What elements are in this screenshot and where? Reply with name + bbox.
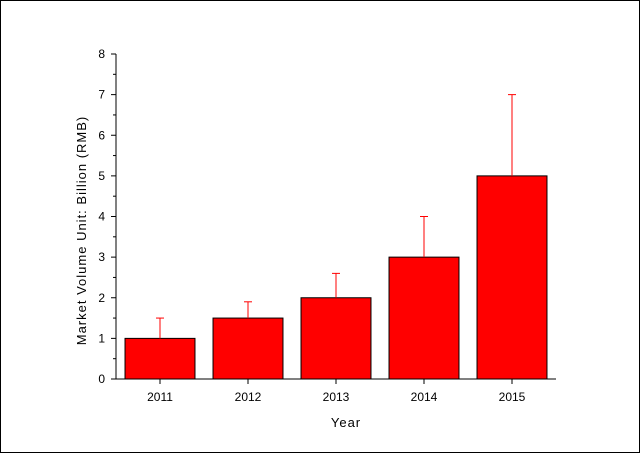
- y-tick-label: 8: [98, 47, 105, 61]
- y-tick-label: 1: [98, 331, 105, 345]
- y-tick-label: 5: [98, 169, 105, 183]
- bar-2015: [476, 175, 548, 380]
- x-tick-label: 2015: [499, 390, 526, 404]
- y-tick-label: 7: [98, 88, 105, 102]
- y-tick-label: 3: [98, 250, 105, 264]
- y-tick-label: 2: [98, 291, 105, 305]
- bar-2014: [388, 256, 460, 380]
- y-tick-label: 4: [98, 210, 105, 224]
- x-axis-title: Year: [331, 415, 361, 430]
- bar-2011: [124, 337, 196, 380]
- y-axis-title: Market Volume Unit: Billion (RMB): [74, 116, 89, 346]
- x-tick-label: 2014: [411, 390, 438, 404]
- bars-group: [124, 175, 548, 380]
- x-tick-label: 2011: [147, 390, 173, 404]
- bar-2013: [300, 297, 372, 380]
- bar-2012: [212, 317, 284, 380]
- error-bars-group: [156, 94, 516, 339]
- x-tick-label: 2013: [323, 390, 350, 404]
- y-tick-label: 0: [98, 372, 105, 386]
- y-tick-label: 6: [98, 128, 105, 142]
- x-tick-label: 2012: [235, 390, 262, 404]
- axes-group: 2011 2012 2013 2014 2015 0 1 2 3 4 5 6 7 8: [98, 47, 556, 404]
